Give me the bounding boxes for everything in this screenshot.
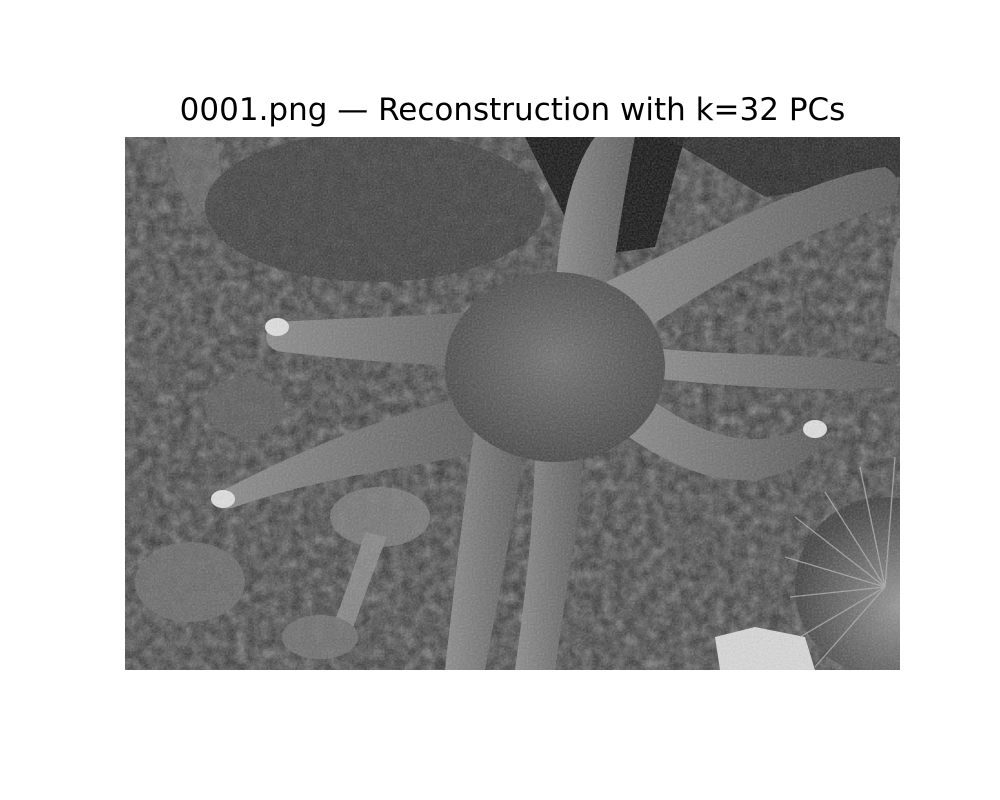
reconstructed-image	[125, 137, 900, 670]
figure-title: 0001.png — Reconstruction with k=32 PCs	[179, 92, 846, 128]
starfish-photo	[125, 137, 900, 670]
